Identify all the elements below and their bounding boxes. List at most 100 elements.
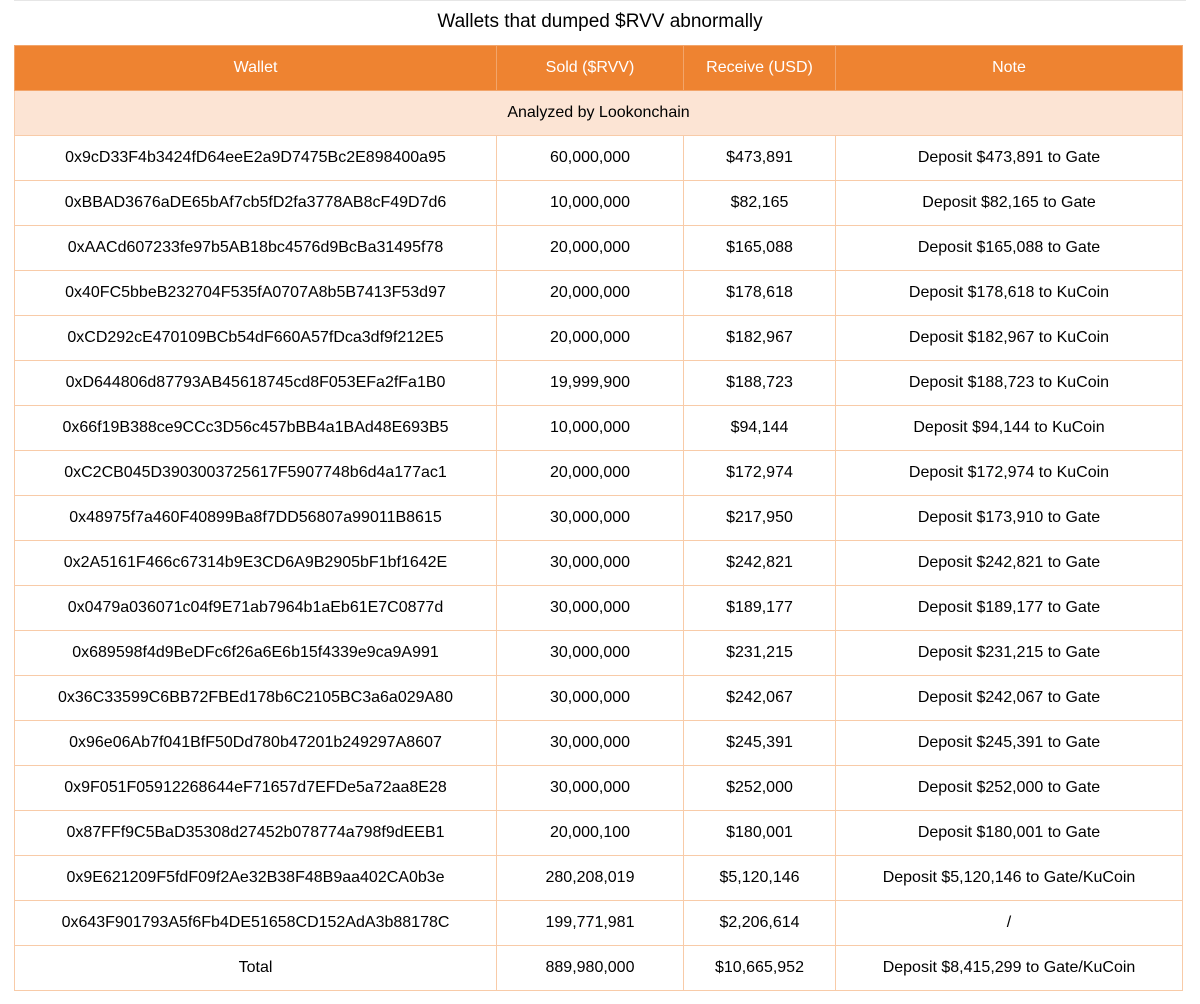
receive-cell: $94,144 bbox=[683, 405, 836, 451]
sold-cell: 20,000,000 bbox=[496, 450, 684, 496]
total-row: Total 889,980,000 $10,665,952 Deposit $8,41… bbox=[14, 945, 1183, 991]
table-row: 0x87FFf9C5BaD35308d27452b078774a798f9dEE… bbox=[14, 810, 1183, 856]
note-cell: Deposit $189,177 to Gate bbox=[835, 585, 1183, 631]
note-cell: Deposit $245,391 to Gate bbox=[835, 720, 1183, 766]
table-row: 0xAACd607233fe97b5AB18bc4576d9BcBa31495f… bbox=[14, 225, 1183, 271]
note-cell: Deposit $188,723 to KuCoin bbox=[835, 360, 1183, 406]
table-row: 0x9E621209F5fdF09f2Ae32B38F48B9aa402CA0b… bbox=[14, 855, 1183, 901]
wallet-cell: 0xCD292cE470109BCb54dF660A57fDca3df9f212… bbox=[14, 315, 497, 361]
receive-cell: $242,821 bbox=[683, 540, 836, 586]
table-row: 0x643F901793A5f6Fb4DE51658CD152AdA3b8817… bbox=[14, 900, 1183, 946]
note-cell: Deposit $242,821 to Gate bbox=[835, 540, 1183, 586]
wallet-cell: 0xBBAD3676aDE65bAf7cb5fD2fa3778AB8cF49D7… bbox=[14, 180, 497, 226]
wallet-cell: 0x87FFf9C5BaD35308d27452b078774a798f9dEE… bbox=[14, 810, 497, 856]
sold-cell: 30,000,000 bbox=[496, 630, 684, 676]
sold-cell: 30,000,000 bbox=[496, 675, 684, 721]
column-header-note: Note bbox=[835, 45, 1183, 91]
receive-cell: $245,391 bbox=[683, 720, 836, 766]
note-cell: Deposit $242,067 to Gate bbox=[835, 675, 1183, 721]
wallet-cell: 0x96e06Ab7f041BfF50Dd780b47201b249297A86… bbox=[14, 720, 497, 766]
table-row: 0xCD292cE470109BCb54dF660A57fDca3df9f212… bbox=[14, 315, 1183, 361]
sold-cell: 60,000,000 bbox=[496, 135, 684, 181]
sold-cell: 30,000,000 bbox=[496, 585, 684, 631]
note-cell: Deposit $231,215 to Gate bbox=[835, 630, 1183, 676]
wallet-cell: 0xD644806d87793AB45618745cd8F053EFa2fFa1… bbox=[14, 360, 497, 406]
wallet-cell: 0x48975f7a460F40899Ba8f7DD56807a99011B86… bbox=[14, 495, 497, 541]
table-row: 0x36C33599C6BB72FBEd178b6C2105BC3a6a029A… bbox=[14, 675, 1183, 721]
wallet-cell: 0x36C33599C6BB72FBEd178b6C2105BC3a6a029A… bbox=[14, 675, 497, 721]
top-divider bbox=[14, 0, 1186, 1]
table-row: 0x96e06Ab7f041BfF50Dd780b47201b249297A86… bbox=[14, 720, 1183, 766]
note-cell: / bbox=[835, 900, 1183, 946]
note-cell: Deposit $173,910 to Gate bbox=[835, 495, 1183, 541]
note-cell: Deposit $172,974 to KuCoin bbox=[835, 450, 1183, 496]
receive-cell: $82,165 bbox=[683, 180, 836, 226]
table-row: 0x40FC5bbeB232704F535fA0707A8b5B7413F53d… bbox=[14, 270, 1183, 316]
header-row: Wallet Sold ($RVV) Receive (USD) Note bbox=[14, 45, 1183, 91]
sold-cell: 30,000,000 bbox=[496, 765, 684, 811]
wallet-cell: Total bbox=[14, 945, 497, 991]
sold-cell: 20,000,000 bbox=[496, 315, 684, 361]
receive-cell: $10,665,952 bbox=[683, 945, 836, 991]
column-header-sold: Sold ($RVV) bbox=[496, 45, 684, 91]
table-row: 0xD644806d87793AB45618745cd8F053EFa2fFa1… bbox=[14, 360, 1183, 406]
wallet-cell: 0xC2CB045D3903003725617F5907748b6d4a177a… bbox=[14, 450, 497, 496]
sold-cell: 30,000,000 bbox=[496, 540, 684, 586]
receive-cell: $2,206,614 bbox=[683, 900, 836, 946]
receive-cell: $178,618 bbox=[683, 270, 836, 316]
note-cell: Deposit $82,165 to Gate bbox=[835, 180, 1183, 226]
analyzed-by-label: Analyzed by Lookonchain bbox=[14, 90, 1183, 136]
wallet-cell: 0x2A5161F466c67314b9E3CD6A9B2905bF1bf164… bbox=[14, 540, 497, 586]
sold-cell: 19,999,900 bbox=[496, 360, 684, 406]
sold-cell: 889,980,000 bbox=[496, 945, 684, 991]
wallet-cell: 0x689598f4d9BeDFc6f26a6E6b15f4339e9ca9A9… bbox=[14, 630, 497, 676]
sold-cell: 20,000,000 bbox=[496, 270, 684, 316]
page-title: Wallets that dumped $RVV abnormally bbox=[437, 11, 763, 32]
receive-cell: $217,950 bbox=[683, 495, 836, 541]
receive-cell: $242,067 bbox=[683, 675, 836, 721]
note-cell: Deposit $8,415,299 to Gate/KuCoin bbox=[835, 945, 1183, 991]
receive-cell: $252,000 bbox=[683, 765, 836, 811]
subheader-row: Analyzed by Lookonchain bbox=[14, 90, 1183, 136]
table-row: 0x9cD33F4b3424fD64eeE2a9D7475Bc2E898400a… bbox=[14, 135, 1183, 181]
wallet-cell: 0x643F901793A5f6Fb4DE51658CD152AdA3b8817… bbox=[14, 900, 497, 946]
note-cell: Deposit $252,000 to Gate bbox=[835, 765, 1183, 811]
note-cell: Deposit $180,001 to Gate bbox=[835, 810, 1183, 856]
sold-cell: 10,000,000 bbox=[496, 180, 684, 226]
wallet-cell: 0x0479a036071c04f9E71ab7964b1aEb61E7C087… bbox=[14, 585, 497, 631]
wallet-cell: 0x9F051F05912268644eF71657d7EFDe5a72aa8E… bbox=[14, 765, 497, 811]
sold-cell: 280,208,019 bbox=[496, 855, 684, 901]
sold-cell: 10,000,000 bbox=[496, 405, 684, 451]
note-cell: Deposit $178,618 to KuCoin bbox=[835, 270, 1183, 316]
note-cell: Deposit $473,891 to Gate bbox=[835, 135, 1183, 181]
wallet-cell: 0x40FC5bbeB232704F535fA0707A8b5B7413F53d… bbox=[14, 270, 497, 316]
receive-cell: $172,974 bbox=[683, 450, 836, 496]
sold-cell: 30,000,000 bbox=[496, 720, 684, 766]
receive-cell: $189,177 bbox=[683, 585, 836, 631]
receive-cell: $473,891 bbox=[683, 135, 836, 181]
receive-cell: $165,088 bbox=[683, 225, 836, 271]
wallet-cell: 0x9cD33F4b3424fD64eeE2a9D7475Bc2E898400a… bbox=[14, 135, 497, 181]
receive-cell: $180,001 bbox=[683, 810, 836, 856]
note-cell: Deposit $94,144 to KuCoin bbox=[835, 405, 1183, 451]
wallet-cell: 0xAACd607233fe97b5AB18bc4576d9BcBa31495f… bbox=[14, 225, 497, 271]
column-header-receive: Receive (USD) bbox=[683, 45, 836, 91]
receive-cell: $231,215 bbox=[683, 630, 836, 676]
wallet-cell: 0x66f19B388ce9CCc3D56c457bBB4a1BAd48E693… bbox=[14, 405, 497, 451]
table-row: 0x9F051F05912268644eF71657d7EFDe5a72aa8E… bbox=[14, 765, 1183, 811]
sold-cell: 30,000,000 bbox=[496, 495, 684, 541]
table-row: 0x0479a036071c04f9E71ab7964b1aEb61E7C087… bbox=[14, 585, 1183, 631]
table-row: 0x66f19B388ce9CCc3D56c457bBB4a1BAd48E693… bbox=[14, 405, 1183, 451]
table-row: 0xBBAD3676aDE65bAf7cb5fD2fa3778AB8cF49D7… bbox=[14, 180, 1183, 226]
receive-cell: $5,120,146 bbox=[683, 855, 836, 901]
table-row: 0xC2CB045D3903003725617F5907748b6d4a177a… bbox=[14, 450, 1183, 496]
table-row: 0x689598f4d9BeDFc6f26a6E6b15f4339e9ca9A9… bbox=[14, 630, 1183, 676]
sold-cell: 20,000,100 bbox=[496, 810, 684, 856]
table-row: 0x2A5161F466c67314b9E3CD6A9B2905bF1bf164… bbox=[14, 540, 1183, 586]
sold-cell: 199,771,981 bbox=[496, 900, 684, 946]
receive-cell: $182,967 bbox=[683, 315, 836, 361]
wallet-cell: 0x9E621209F5fdF09f2Ae32B38F48B9aa402CA0b… bbox=[14, 855, 497, 901]
note-cell: Deposit $5,120,146 to Gate/KuCoin bbox=[835, 855, 1183, 901]
column-header-wallet: Wallet bbox=[14, 45, 497, 91]
table-row: 0x48975f7a460F40899Ba8f7DD56807a99011B86… bbox=[14, 495, 1183, 541]
